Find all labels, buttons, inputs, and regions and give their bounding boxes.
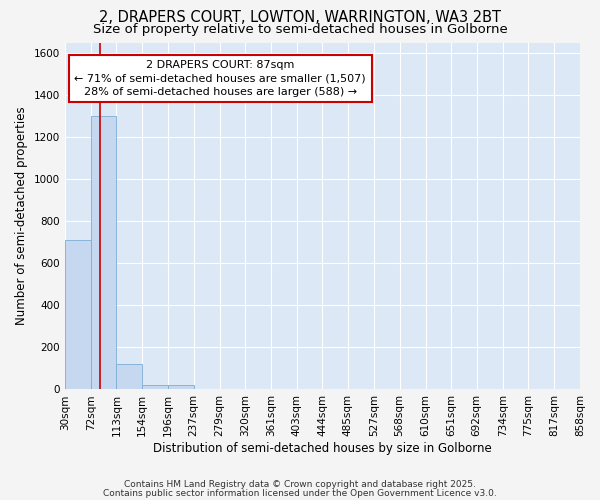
Bar (65, 240, 91, 390)
Text: Contains HM Land Registry data © Crown copyright and database right 2025.: Contains HM Land Registry data © Crown c… (124, 480, 476, 489)
Text: Contains public sector information licensed under the Open Government Licence v3: Contains public sector information licen… (103, 488, 497, 498)
Text: Size of property relative to semi-detached houses in Golborne: Size of property relative to semi-detach… (92, 22, 508, 36)
Text: 2 DRAPERS COURT: 87sqm
← 71% of semi-detached houses are smaller (1,507)
28% of : 2 DRAPERS COURT: 87sqm ← 71% of semi-det… (74, 60, 366, 97)
X-axis label: Distribution of semi-detached houses by size in Golborne: Distribution of semi-detached houses by … (153, 442, 492, 455)
Bar (116, 364, 142, 390)
Y-axis label: Number of semi-detached properties: Number of semi-detached properties (15, 106, 28, 326)
Bar (142, 386, 168, 390)
Bar (91, 116, 116, 390)
Text: 2, DRAPERS COURT, LOWTON, WARRINGTON, WA3 2BT: 2, DRAPERS COURT, LOWTON, WARRINGTON, WA… (99, 10, 501, 25)
Bar (168, 386, 194, 390)
